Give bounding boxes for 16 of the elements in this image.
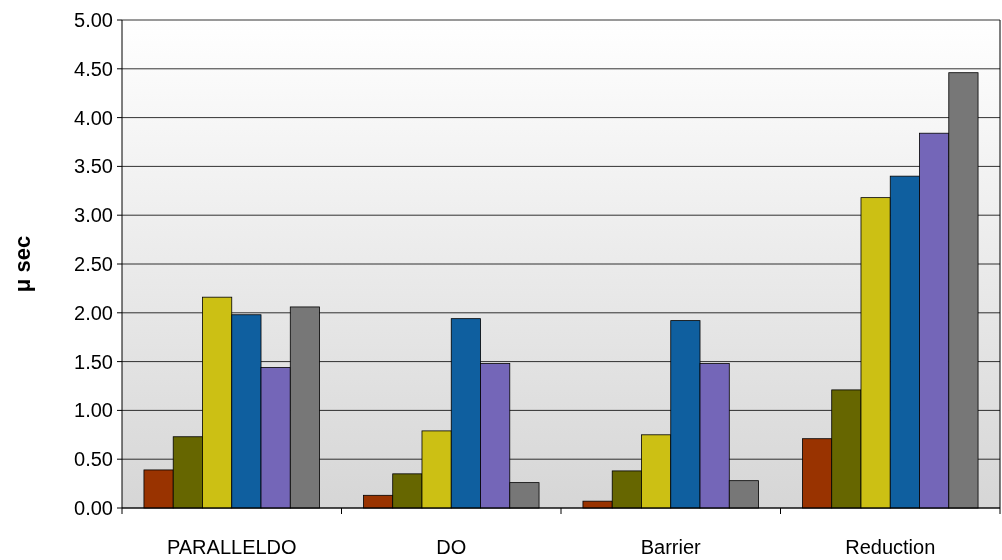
- y-tick-label: 2.50: [74, 253, 113, 275]
- x-tick-label: PARALLELDO: [166, 536, 297, 558]
- y-tick-label: 5.00: [74, 9, 113, 31]
- y-tick-label: 2.00: [74, 301, 113, 324]
- x-tick-label: Barrier: [640, 536, 702, 558]
- y-tick-label: 0.00: [74, 497, 113, 519]
- y-axis-title: μ sec: [10, 235, 35, 293]
- y-tick-label: 4.00: [74, 106, 113, 129]
- x-tick-label: DO: [436, 536, 467, 558]
- x-tick-label: Reduction: [845, 536, 936, 558]
- y-tick-label: 1.00: [74, 399, 113, 422]
- y-tick-label: 3.50: [74, 155, 113, 178]
- y-tick-label: 4.50: [74, 57, 113, 80]
- y-tick-label: 3.00: [74, 204, 113, 227]
- y-tick-label: 1.50: [74, 350, 113, 373]
- y-tick-label: 0.50: [74, 448, 113, 471]
